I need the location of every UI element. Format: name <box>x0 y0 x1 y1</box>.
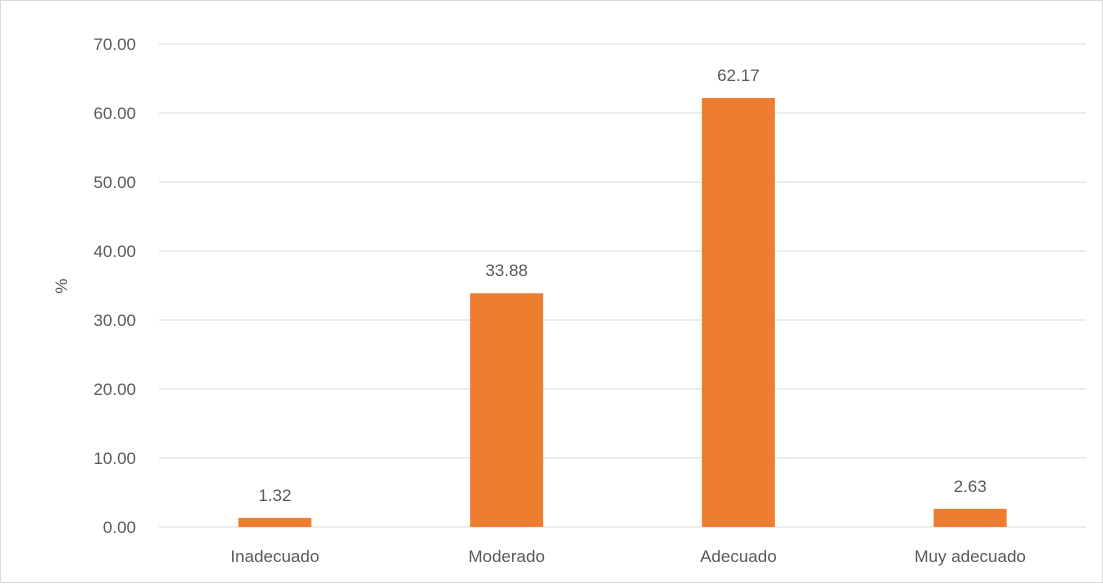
y-tick-label: 10.00 <box>93 449 136 468</box>
x-category-label: Moderado <box>468 547 545 566</box>
x-category-label: Muy adecuado <box>914 547 1026 566</box>
x-category-label: Inadecuado <box>230 547 319 566</box>
y-tick-label: 0.00 <box>103 518 136 537</box>
gridlines <box>159 43 1086 528</box>
x-axis-categories: Inadecuado Moderado Adecuado Muy adecuado <box>230 547 1025 566</box>
bars <box>238 98 1007 527</box>
bar <box>470 293 544 527</box>
y-tick-label: 50.00 <box>93 173 136 192</box>
bar <box>933 508 1007 527</box>
bar-value-label: 1.32 <box>258 486 291 505</box>
bar-value-label: 2.63 <box>954 477 987 496</box>
x-category-label: Adecuado <box>700 547 777 566</box>
y-tick-label: 20.00 <box>93 380 136 399</box>
bar <box>701 98 775 527</box>
data-labels: 1.32 33.88 62.17 2.63 <box>258 66 986 505</box>
y-tick-label: 70.00 <box>93 35 136 54</box>
y-tick-label: 60.00 <box>93 104 136 123</box>
y-tick-label: 40.00 <box>93 242 136 261</box>
bar <box>238 517 312 527</box>
y-tick-label: 30.00 <box>93 311 136 330</box>
y-axis-title: % <box>52 278 71 293</box>
y-axis-ticks: 0.00 10.00 20.00 30.00 40.00 50.00 60.00 70.00 <box>93 35 136 537</box>
bar-value-label: 62.17 <box>717 66 760 85</box>
bar-value-label: 33.88 <box>485 261 528 280</box>
